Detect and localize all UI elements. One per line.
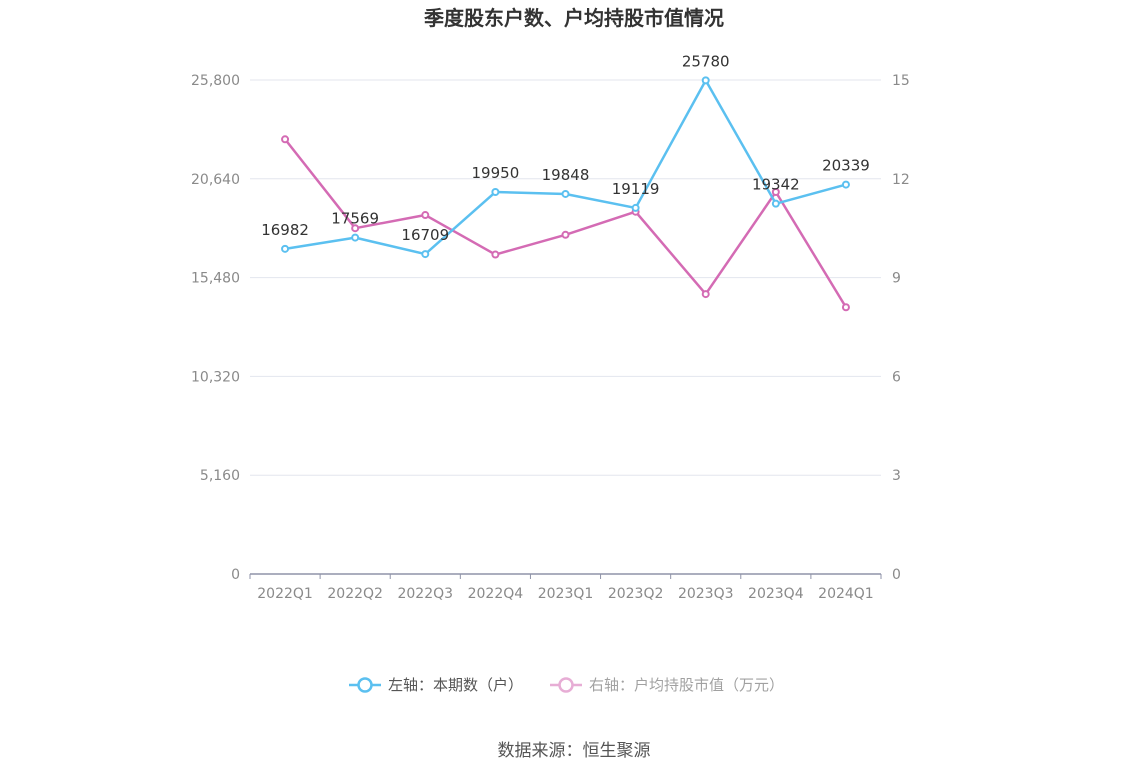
data-point[interactable]	[771, 187, 780, 196]
x-tick-label: 2023Q4	[748, 586, 804, 602]
data-point[interactable]	[561, 189, 570, 198]
x-axis-ticks: 2022Q1 2022Q2 2022Q3 2022Q4 2023Q1 2023Q2 2023…	[257, 586, 873, 602]
data-point[interactable]	[351, 233, 360, 242]
data-label: 19342	[752, 176, 800, 194]
grid-lines	[250, 79, 881, 476]
right-tick-label: 3	[892, 468, 901, 484]
data-point[interactable]	[841, 303, 850, 312]
x-tick-label: 2022Q3	[397, 586, 453, 602]
data-point[interactable]	[701, 290, 710, 299]
data-labels: 16982 17569 16709 19950 19848 19119 25780 19342…	[261, 52, 870, 244]
right-tick-label: 9	[892, 271, 901, 287]
data-point[interactable]	[561, 230, 570, 239]
data-label: 16982	[261, 221, 309, 239]
left-tick-label: 5,160	[200, 468, 240, 484]
data-label: 19119	[612, 180, 660, 198]
x-tick-label: 2024Q1	[818, 586, 874, 602]
data-point[interactable]	[421, 250, 430, 259]
data-label: 17569	[331, 210, 379, 228]
legend-label: 左轴：本期数（户）	[388, 676, 523, 694]
legend[interactable]: 左轴：本期数（户） 右轴：户均持股市值（万元）	[349, 676, 784, 694]
data-label: 19950	[472, 164, 520, 182]
data-point[interactable]	[631, 203, 640, 212]
data-label: 16709	[401, 226, 449, 244]
data-point[interactable]	[281, 135, 290, 144]
data-point[interactable]	[491, 250, 500, 259]
x-tick-label: 2022Q4	[468, 586, 524, 602]
x-tick-label: 2023Q1	[538, 586, 594, 602]
data-point[interactable]	[351, 224, 360, 233]
left-tick-label: 25,800	[191, 73, 240, 89]
left-axis-ticks: 0 5,160 10,320 15,480 20,640 25,800	[191, 73, 240, 583]
axes	[249, 573, 882, 579]
x-tick-label: 2023Q3	[678, 586, 734, 602]
data-point[interactable]	[421, 211, 430, 220]
data-point[interactable]	[841, 180, 850, 189]
data-point[interactable]	[281, 244, 290, 253]
x-tick-label: 2023Q2	[608, 586, 664, 602]
left-tick-label: 0	[231, 567, 240, 583]
right-tick-label: 15	[892, 73, 910, 89]
legend-item[interactable]: 左轴：本期数（户）	[349, 676, 523, 694]
right-tick-label: 12	[892, 172, 910, 188]
left-tick-label: 20,640	[191, 172, 240, 188]
legend-marker	[357, 677, 373, 693]
left-tick-label: 10,320	[191, 369, 240, 385]
legend-item[interactable]: 右轴：户均持股市值（万元）	[550, 676, 784, 694]
x-tick-label: 2022Q1	[257, 586, 313, 602]
legend-label: 右轴：户均持股市值（万元）	[589, 676, 784, 694]
x-tick-label: 2022Q2	[327, 586, 383, 602]
data-label: 20339	[822, 157, 870, 175]
data-point[interactable]	[771, 199, 780, 208]
right-tick-label: 6	[892, 369, 901, 385]
data-label: 25780	[682, 52, 730, 70]
left-tick-label: 15,480	[191, 271, 240, 287]
series-layer	[281, 76, 850, 312]
chart-title: 季度股东户数、户均持股市值情况	[423, 6, 724, 30]
right-axis-ticks: 0 3 6 9 12 15	[892, 73, 910, 583]
right-tick-label: 0	[892, 567, 901, 583]
data-point[interactable]	[491, 188, 500, 197]
legend-marker	[558, 677, 574, 693]
data-source: 数据来源：恒生聚源	[498, 741, 651, 761]
data-label: 19848	[542, 166, 590, 184]
data-point[interactable]	[701, 76, 710, 85]
